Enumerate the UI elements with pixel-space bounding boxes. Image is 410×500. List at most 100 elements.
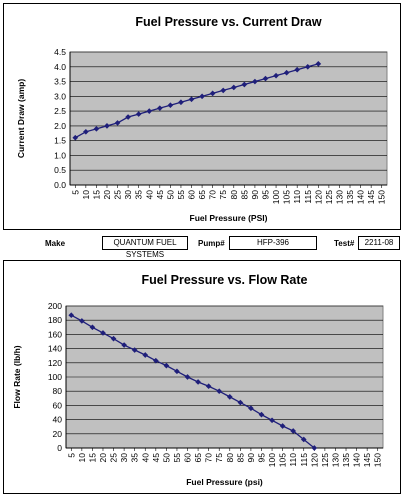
data-point — [269, 417, 275, 424]
y-tick-label: 120 — [48, 358, 62, 368]
data-point — [89, 324, 96, 331]
data-point — [125, 114, 131, 120]
x-tick-label: 65 — [193, 453, 203, 463]
data-point — [199, 93, 205, 100]
chart-title: Fuel Pressure vs. Flow Rate — [141, 273, 307, 287]
data-point — [283, 69, 290, 76]
x-tick-label: 30 — [123, 190, 133, 200]
data-point — [195, 379, 201, 385]
x-tick-label: 150 — [377, 190, 387, 204]
y-tick-label: 180 — [48, 315, 62, 325]
data-point — [156, 105, 163, 111]
x-tick-label: 110 — [288, 453, 298, 467]
data-point — [230, 84, 237, 91]
x-tick-label: 20 — [98, 453, 108, 463]
x-tick-label: 10 — [81, 190, 91, 200]
y-tick-label: 3.5 — [54, 77, 66, 87]
x-tick-label: 15 — [87, 453, 97, 463]
x-tick-label: 50 — [161, 453, 171, 463]
x-tick-label: 20 — [102, 190, 112, 200]
y-tick-label: 2.0 — [54, 121, 66, 131]
current-draw-chart-svg: Fuel Pressure vs. Current Draw 0.0 0.5 1.0 1… — [16, 15, 388, 223]
y-tick-label: 2.5 — [54, 106, 66, 116]
x-tick-label: 120 — [309, 453, 319, 467]
data-point — [121, 342, 127, 348]
data-point — [72, 134, 79, 141]
x-tick-label: 35 — [134, 190, 144, 200]
x-tick-label: 5 — [70, 190, 80, 195]
data-point — [184, 374, 191, 380]
x-tick-label: 40 — [140, 453, 150, 463]
x-tick-label: 45 — [151, 453, 161, 463]
data-point — [135, 111, 142, 117]
x-tick-label: 70 — [208, 190, 218, 200]
x-axis-label: Fuel Pressure (PSI) — [190, 213, 268, 223]
y-axis-label: Current Draw (amp) — [16, 79, 26, 159]
pump-label: Pump# — [198, 239, 225, 248]
x-tick-label: 140 — [356, 190, 366, 204]
y-tick-label: 80 — [53, 386, 63, 396]
data-point — [300, 436, 307, 443]
x-axis-label: Fuel Pressure (psi) — [186, 477, 263, 487]
data-point — [273, 72, 279, 79]
data-point — [146, 108, 153, 114]
x-tick-label: 115 — [303, 190, 313, 204]
x-tick-label: 40 — [144, 190, 154, 200]
x-tick-label: 75 — [214, 453, 224, 463]
x-tick-label: 90 — [246, 453, 256, 463]
y-tick-label: 100 — [48, 372, 62, 382]
data-point — [178, 99, 184, 106]
chart-title: Fuel Pressure vs. Current Draw — [135, 15, 321, 29]
y-tick-label: 0.5 — [54, 165, 66, 175]
data-point — [188, 96, 195, 103]
x-tick-label: 90 — [250, 190, 260, 200]
test-field: 2211-08 — [358, 236, 400, 250]
x-tick-label: 50 — [165, 190, 175, 200]
data-point — [237, 399, 244, 406]
data-point — [241, 81, 248, 88]
x-tick-label: 60 — [183, 453, 193, 463]
x-tick-label: 110 — [292, 190, 302, 204]
make-label: Make — [45, 239, 66, 248]
x-tick-label: 95 — [260, 190, 270, 200]
x-tick-label: 15 — [91, 190, 101, 200]
make-field: QUANTUM FUEL SYSTEMS — [102, 236, 188, 259]
x-tick-label: 125 — [324, 190, 334, 204]
y-tick-label: 60 — [53, 400, 63, 410]
data-point — [311, 445, 318, 451]
x-tick-label: 145 — [362, 453, 372, 467]
x-tick-label: 35 — [130, 453, 140, 463]
data-point — [279, 423, 286, 429]
x-tick-label: 100 — [271, 190, 281, 204]
pump-field: HFP-396 — [229, 236, 317, 250]
data-point — [290, 428, 297, 434]
data-point — [262, 75, 269, 82]
y-tick-label: 4.5 — [54, 47, 66, 57]
x-tick-label: 135 — [345, 190, 355, 204]
data-point — [294, 66, 301, 73]
data-point — [110, 335, 117, 342]
x-tick-label: 85 — [235, 453, 245, 463]
x-tick-label: 5 — [66, 453, 76, 458]
x-tick-label: 115 — [299, 453, 309, 467]
x-tick-label: 70 — [204, 453, 214, 463]
x-tick-label: 120 — [313, 190, 323, 204]
data-point — [226, 394, 233, 400]
x-tick-label: 60 — [187, 190, 197, 200]
y-tick-label: 200 — [48, 301, 62, 311]
x-tick-label: 145 — [366, 190, 376, 204]
y-tick-label: 4.0 — [54, 62, 66, 72]
flow-rate-chart-svg: Fuel Pressure vs. Flow Rate 0 20 40 60 80 100 1… — [12, 273, 384, 487]
y-tick-label: 0 — [57, 443, 62, 453]
y-tick-label: 0.0 — [54, 180, 66, 190]
x-tick-label: 45 — [155, 190, 165, 200]
y-tick-label: 1.0 — [54, 150, 66, 160]
y-tick-label: 140 — [48, 344, 62, 354]
data-point — [93, 126, 100, 132]
data-point — [209, 90, 216, 97]
x-tick-label: 95 — [256, 453, 266, 463]
flow-rate-chart: Fuel Pressure vs. Flow Rate 0 20 40 60 80 100 1… — [3, 260, 401, 494]
y-tick-label: 20 — [53, 429, 63, 439]
data-point — [216, 388, 223, 395]
x-tick-label: 55 — [172, 453, 182, 463]
